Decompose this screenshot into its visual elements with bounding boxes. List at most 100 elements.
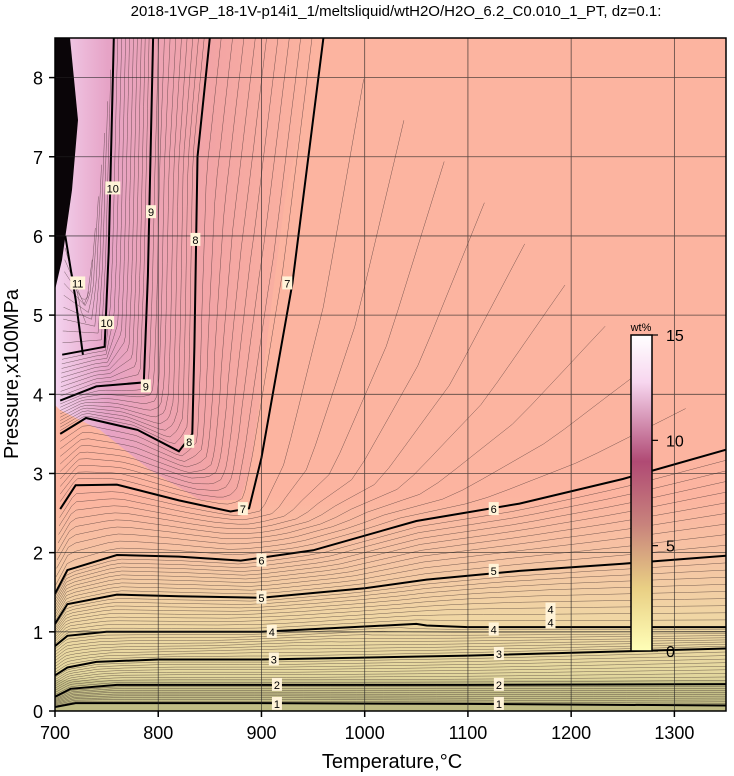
contour-line-1-0 xyxy=(55,702,726,708)
contour-label-8: 4 xyxy=(547,605,553,617)
minor-contour-72 xyxy=(60,38,150,397)
minor-contour-63 xyxy=(60,38,205,444)
minor-contour-5 xyxy=(55,692,726,702)
plot-frame xyxy=(54,37,727,712)
x-axis-ticks: 700 800 900 1000 1100 1200 1300 xyxy=(40,711,694,743)
minor-contour-12 xyxy=(55,669,726,689)
contour-label-18: 9 xyxy=(143,381,149,393)
minor-contour-49 xyxy=(57,243,525,552)
minor-contour-13 xyxy=(55,666,726,687)
contour-label-bg-18 xyxy=(140,379,151,393)
y-tick-label-0: 0 xyxy=(33,702,43,722)
minor-contour-50 xyxy=(57,202,485,544)
colorbar-tick-label-3: 15 xyxy=(666,328,684,345)
minor-contour-53 xyxy=(59,79,364,518)
minor-contour-70 xyxy=(60,38,165,408)
contour-label-bg-21 xyxy=(105,181,121,195)
contour-label-6: 4 xyxy=(269,627,275,639)
minor-contour-20 xyxy=(55,641,726,667)
minor-contour-69 xyxy=(60,38,171,411)
minor-contour-24 xyxy=(55,633,726,656)
minor-contour-60 xyxy=(60,38,245,468)
minor-contour-66 xyxy=(60,38,188,424)
minor-contour-31 xyxy=(55,591,726,636)
major-contours xyxy=(55,38,726,708)
minor-contour-68 xyxy=(60,38,176,415)
contour-label-12: 6 xyxy=(258,556,264,568)
minor-contour-30 xyxy=(55,598,726,638)
contour-label-20: 10 xyxy=(100,318,112,330)
x-tick-label-2: 900 xyxy=(246,723,276,743)
x-axis-label: Temperature,°C xyxy=(322,751,462,773)
minor-contour-46 xyxy=(55,367,646,577)
y-tick-label-7: 7 xyxy=(33,148,43,168)
minor-contour-75 xyxy=(60,38,138,383)
colorbar: wt% 0 5 10 15 xyxy=(630,322,684,661)
contour-label-bg-10 xyxy=(256,590,267,604)
contour-label-bg-11 xyxy=(488,563,499,577)
minor-contour-25 xyxy=(55,630,726,653)
contour-label-bg-12 xyxy=(256,553,267,567)
contour-label-bg-5 xyxy=(493,646,504,660)
colorbar-tick-label-0: 0 xyxy=(666,644,675,661)
minor-contour-78 xyxy=(61,38,126,369)
contour-line-10-9 xyxy=(62,38,115,356)
minor-contour-19 xyxy=(55,644,726,670)
minor-contour-3 xyxy=(55,695,726,704)
contour-label-7: 4 xyxy=(491,624,497,636)
minor-contour-56 xyxy=(60,38,290,491)
saturated-region xyxy=(55,38,78,290)
colorbar-tick-label-2: 10 xyxy=(666,433,684,450)
minor-contour-2 xyxy=(55,697,726,705)
minor-contour-45 xyxy=(55,408,686,586)
contour-label-bg-14 xyxy=(237,502,248,516)
minor-contour-35 xyxy=(55,562,726,627)
y-axis-label: Pressure,x100MPa xyxy=(1,288,23,459)
colorbar-ramp xyxy=(630,334,653,652)
minor-contour-77 xyxy=(61,38,130,374)
y-tick-label-4: 4 xyxy=(33,385,43,405)
minor-contour-15 xyxy=(55,658,726,682)
minor-contour-9 xyxy=(55,680,726,695)
contour-label-2: 2 xyxy=(274,680,280,692)
contour-label-bg-0 xyxy=(271,696,282,710)
minor-contour-23 xyxy=(55,635,726,658)
minor-contour-17 xyxy=(55,651,726,678)
minor-contour-48 xyxy=(56,284,566,560)
minor-contour-62 xyxy=(60,38,222,457)
contour-label-17: 8 xyxy=(192,235,198,247)
contour-label-21: 10 xyxy=(107,183,119,195)
contour-label-22: 11 xyxy=(72,278,83,290)
y-tick-label-8: 8 xyxy=(33,69,43,89)
contour-label-14: 7 xyxy=(240,504,246,516)
minor-contour-74 xyxy=(60,38,142,388)
minor-contour-67 xyxy=(60,38,182,418)
minor-contour-57 xyxy=(60,38,279,485)
minor-contour-4 xyxy=(55,693,726,703)
y-tick-label-2: 2 xyxy=(33,544,43,564)
contour-label-19: 9 xyxy=(148,207,154,219)
minor-contour-28 xyxy=(55,612,726,642)
minor-contour-33 xyxy=(55,577,726,631)
contour-label-13: 6 xyxy=(491,504,497,516)
y-tick-label-6: 6 xyxy=(33,227,43,247)
contour-label-bg-3 xyxy=(493,677,504,691)
x-tick-label-4: 1100 xyxy=(449,723,488,743)
minor-contour-26 xyxy=(55,627,726,650)
y-axis-ticks: 0 1 2 3 4 5 6 7 8 xyxy=(33,69,55,722)
minor-contour-32 xyxy=(55,584,726,633)
minor-contour-21 xyxy=(55,639,726,664)
contour-label-bg-6 xyxy=(266,624,277,638)
y-tick-label-3: 3 xyxy=(33,464,43,484)
contour-label-15: 7 xyxy=(284,278,290,290)
minor-contour-58 xyxy=(60,38,267,479)
contour-label-bg-8 xyxy=(545,602,556,616)
contour-label-4: 3 xyxy=(271,655,277,667)
contour-label-bg-19 xyxy=(146,205,157,219)
minor-contour-6 xyxy=(55,690,726,700)
contour-label-0: 1 xyxy=(274,699,280,711)
x-tick-label-3: 1000 xyxy=(345,723,385,743)
contour-label-bg-1 xyxy=(493,696,504,710)
contour-label-bg-22 xyxy=(70,276,86,290)
